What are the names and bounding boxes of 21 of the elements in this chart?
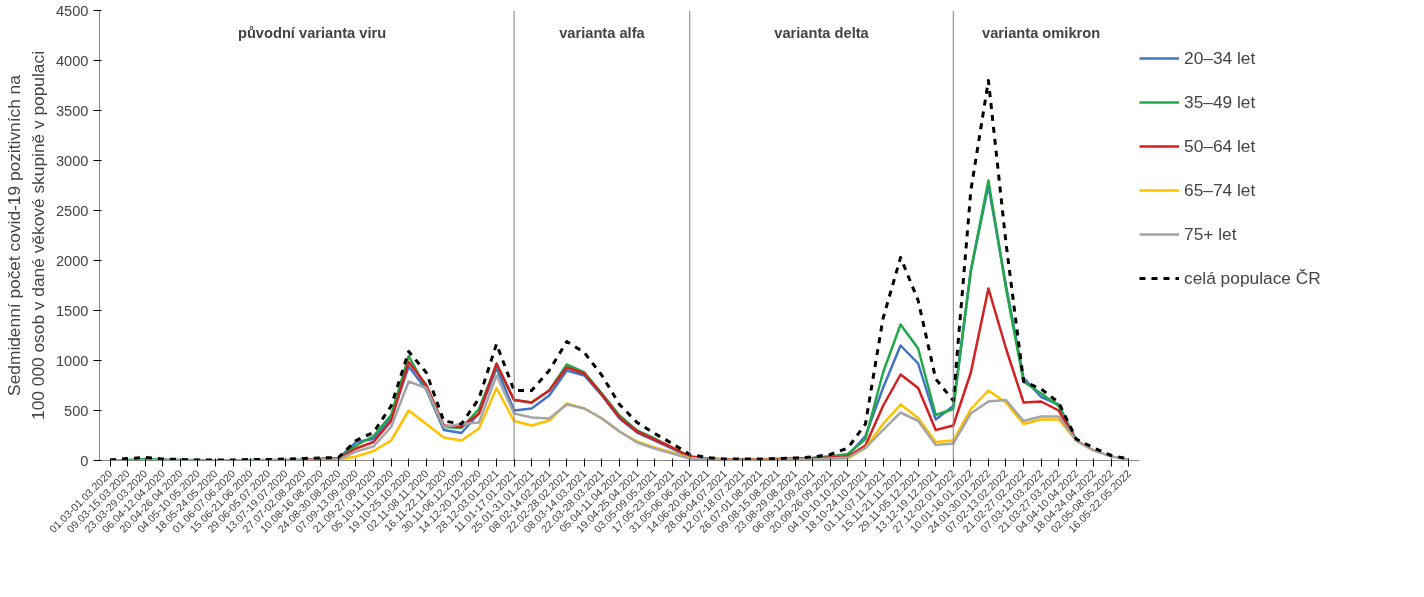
y-tick-label: 2500 (55, 202, 89, 219)
y-tick-label: 3000 (55, 152, 89, 169)
y-tick-label: 500 (64, 402, 89, 419)
y-tick-label: 3500 (55, 102, 89, 119)
y-tick-label: 1000 (55, 352, 89, 369)
y-tick-label: 4000 (55, 52, 89, 69)
annotation: původní varianta viru (237, 24, 387, 41)
y-tick-label: 0 (80, 452, 89, 469)
y-axis-title: Sedmidenní počet covid-19 pozitivních na 100 000 osob v dané věkové skupině v populaci (3, 51, 48, 420)
legend-label: celá populace ČR (1184, 266, 1321, 290)
y-tick-label: 1500 (55, 302, 89, 319)
annotation: varianta delta (774, 24, 870, 41)
y-tick-label: 4500 (55, 2, 89, 19)
annotation: varianta omikron (982, 24, 1101, 41)
legend-label: 35–49 let (1184, 90, 1256, 114)
y-tick-label: 2000 (55, 252, 89, 269)
annotation: varianta alfa (559, 24, 646, 41)
legend-label: 65–74 let (1184, 178, 1256, 202)
legend-label: 50–64 let (1184, 134, 1256, 158)
legend-label: 75+ let (1184, 222, 1237, 246)
legend-label: 20–34 let (1184, 46, 1256, 70)
